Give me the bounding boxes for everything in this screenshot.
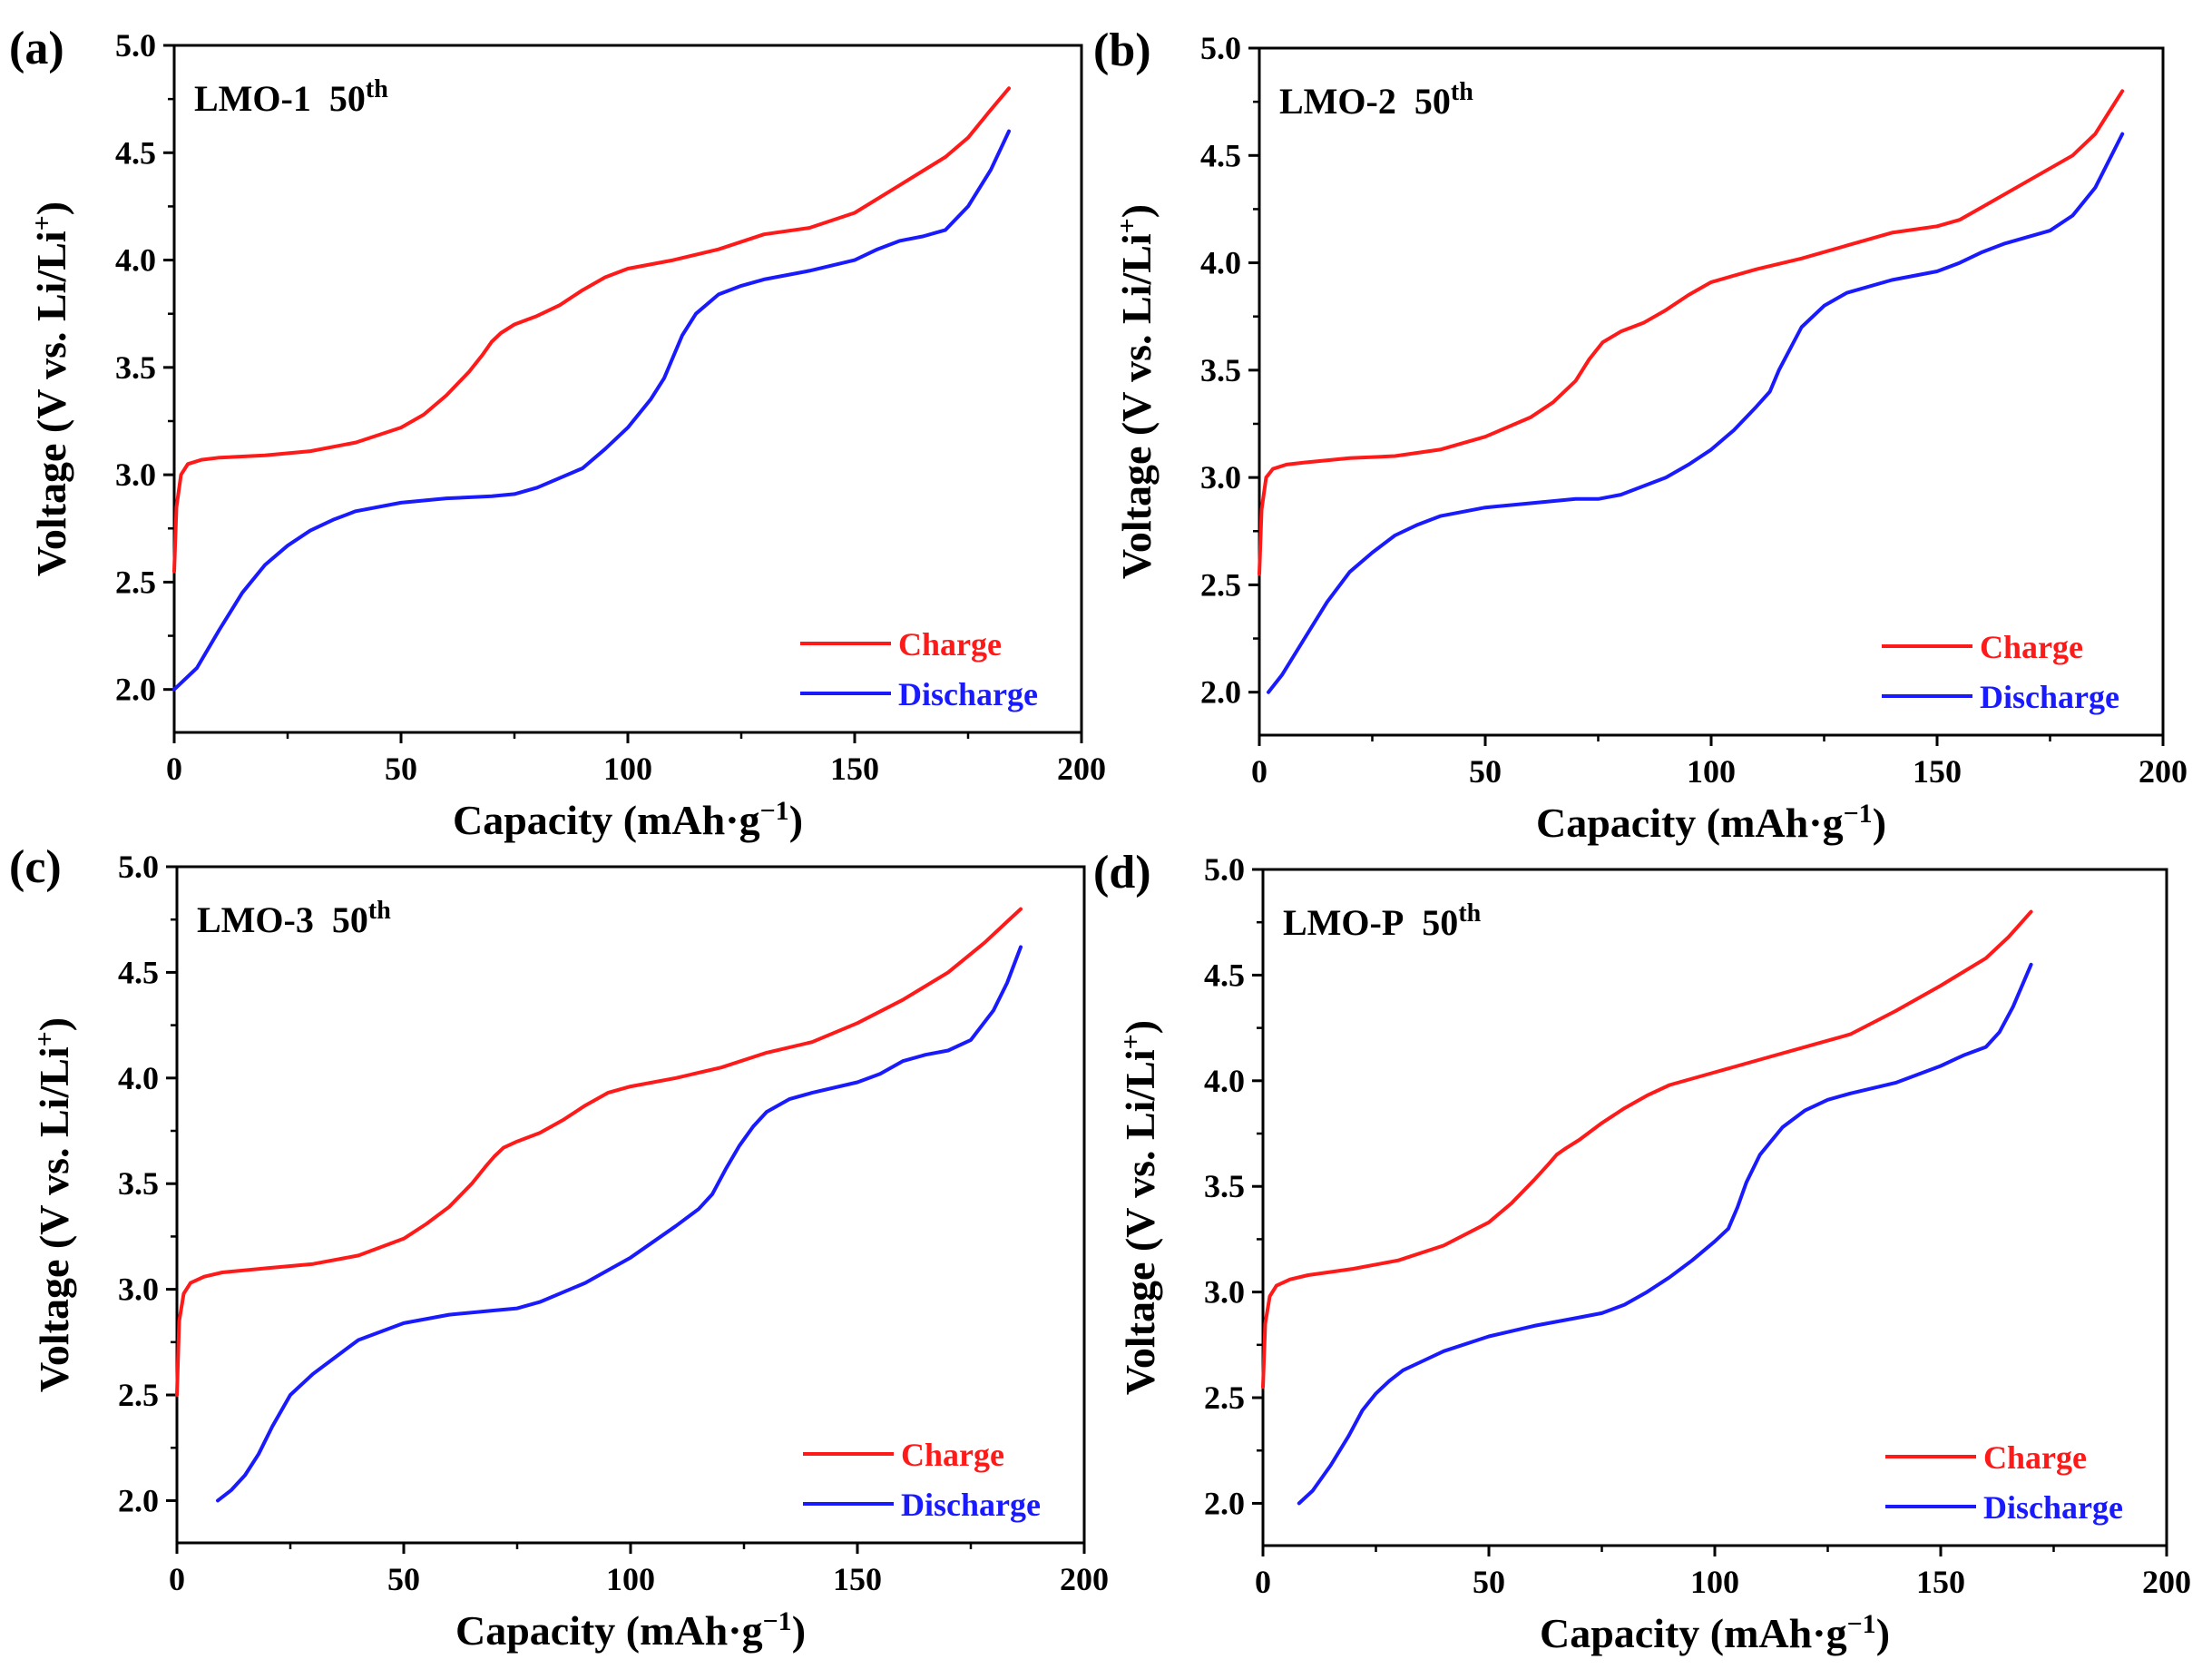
y-tick-label: 2.5 [1204, 1380, 1245, 1416]
sample-label: LMO-1 50th [194, 75, 388, 120]
y-tick-label: 4.0 [118, 1060, 159, 1096]
series-line-discharge [1267, 132, 2125, 694]
series-line-charge [1261, 909, 2033, 1389]
x-tick-label: 200 [2142, 1564, 2191, 1600]
panel-label: (a) [9, 23, 64, 74]
y-tick-label: 4.5 [115, 134, 156, 171]
panel-label: (d) [1093, 847, 1151, 898]
x-tick-label: 150 [830, 751, 879, 787]
y-tick-label: 5.0 [1204, 851, 1245, 888]
series-line-charge [1258, 89, 2125, 576]
x-tick-label: 0 [169, 1561, 185, 1597]
x-tick-label: 150 [833, 1561, 882, 1597]
x-tick-label: 0 [166, 751, 182, 787]
series-line-charge [172, 86, 1011, 574]
x-tick-label: 50 [387, 1561, 420, 1597]
x-tick-label: 50 [1473, 1564, 1505, 1600]
x-tick-label: 100 [606, 1561, 655, 1597]
x-tick-label: 200 [2139, 753, 2188, 790]
sample-label: LMO-3 50th [197, 897, 391, 941]
y-tick-label: 3.0 [118, 1272, 159, 1308]
sample-label: LMO-P 50th [1283, 899, 1482, 944]
y-axis-label: Voltage (V vs. Li/Li+) [27, 201, 75, 576]
legend-label-charge: Charge [901, 1437, 1004, 1473]
y-tick-label: 3.0 [1204, 1274, 1245, 1311]
chart-panel-a: (a) 0 50 100 150 200 2.0 2.5 3.0 3.5 4.0 4.5 5.0 Capa… [9, 23, 1106, 843]
panel-label: (c) [9, 841, 62, 893]
x-tick-label: 50 [1469, 753, 1502, 790]
y-tick-label: 5.0 [115, 27, 156, 64]
y-axis-label: Voltage (V vs. Li/Li+) [1116, 1020, 1164, 1395]
legend-label-discharge: Discharge [898, 676, 1038, 712]
x-axis-label: Capacity (mAh·g−1) [1536, 799, 1886, 847]
x-axis-label: Capacity (mAh·g−1) [455, 1606, 806, 1654]
y-tick-label: 3.5 [1200, 352, 1241, 388]
x-tick-label: 150 [1913, 753, 1962, 790]
x-tick-label: 100 [603, 751, 652, 787]
x-tick-label: 200 [1060, 1561, 1109, 1597]
y-tick-label: 5.0 [118, 849, 159, 885]
y-tick-label: 2.0 [1200, 674, 1241, 711]
y-tick-label: 5.0 [1200, 30, 1241, 66]
y-tick-label: 3.5 [115, 349, 156, 386]
panel-label: (b) [1093, 25, 1151, 76]
legend-label-charge: Charge [898, 626, 1002, 663]
sample-label: LMO-2 50th [1279, 78, 1473, 123]
y-tick-label: 3.5 [1204, 1168, 1245, 1204]
y-tick-label: 2.0 [1204, 1485, 1245, 1521]
x-axis-label: Capacity (mAh·g−1) [453, 796, 803, 844]
x-tick-label: 50 [385, 751, 417, 787]
y-tick-label: 4.0 [1200, 245, 1241, 281]
x-axis-label: Capacity (mAh·g−1) [1540, 1609, 1890, 1657]
legend-label-charge: Charge [1983, 1439, 2087, 1476]
series-line-charge [175, 907, 1023, 1397]
y-tick-label: 4.5 [1204, 957, 1245, 993]
y-tick-label: 3.0 [115, 457, 156, 493]
x-tick-label: 100 [1690, 1564, 1739, 1600]
chart-panel-d: (d) 0 50 100 150 200 2.0 2.5 3.0 3.5 4.0 4.5 5.0 Capa… [1093, 847, 2191, 1656]
y-tick-label: 4.5 [1200, 137, 1241, 173]
y-tick-label: 2.0 [115, 672, 156, 708]
y-tick-label: 3.0 [1200, 459, 1241, 496]
y-tick-label: 4.0 [1204, 1063, 1245, 1099]
x-tick-label: 0 [1255, 1564, 1271, 1600]
chart-panel-c: (c) 0 50 100 150 200 2.0 2.5 3.0 3.5 4.0 4.5 5.0 Capa… [9, 841, 1109, 1654]
y-tick-label: 3.5 [118, 1165, 159, 1202]
x-tick-label: 150 [1916, 1564, 1965, 1600]
x-tick-label: 100 [1687, 753, 1736, 790]
y-tick-label: 4.0 [115, 242, 156, 279]
legend-label-charge: Charge [1980, 629, 2083, 665]
y-tick-label: 2.5 [115, 564, 156, 600]
y-tick-label: 2.0 [118, 1482, 159, 1518]
x-tick-label: 200 [1057, 751, 1106, 787]
y-axis-label: Voltage (V vs. Li/Li+) [1112, 204, 1160, 579]
chart-panel-b: (b) 0 50 100 150 200 2.0 2.5 3.0 3.5 4.0 4.5 5.0 Capa… [1093, 25, 2188, 846]
y-tick-label: 2.5 [118, 1377, 159, 1413]
legend-label-discharge: Discharge [901, 1487, 1041, 1523]
y-axis-label: Voltage (V vs. Li/Li+) [30, 1017, 78, 1392]
series-line-discharge [172, 129, 1011, 692]
legend-label-discharge: Discharge [1980, 679, 2119, 715]
x-tick-label: 0 [1251, 753, 1267, 790]
y-tick-label: 4.5 [118, 954, 159, 990]
series-line-discharge [216, 945, 1023, 1503]
series-line-discharge [1297, 962, 2033, 1506]
legend-label-discharge: Discharge [1983, 1489, 2123, 1526]
y-tick-label: 2.5 [1200, 566, 1241, 603]
